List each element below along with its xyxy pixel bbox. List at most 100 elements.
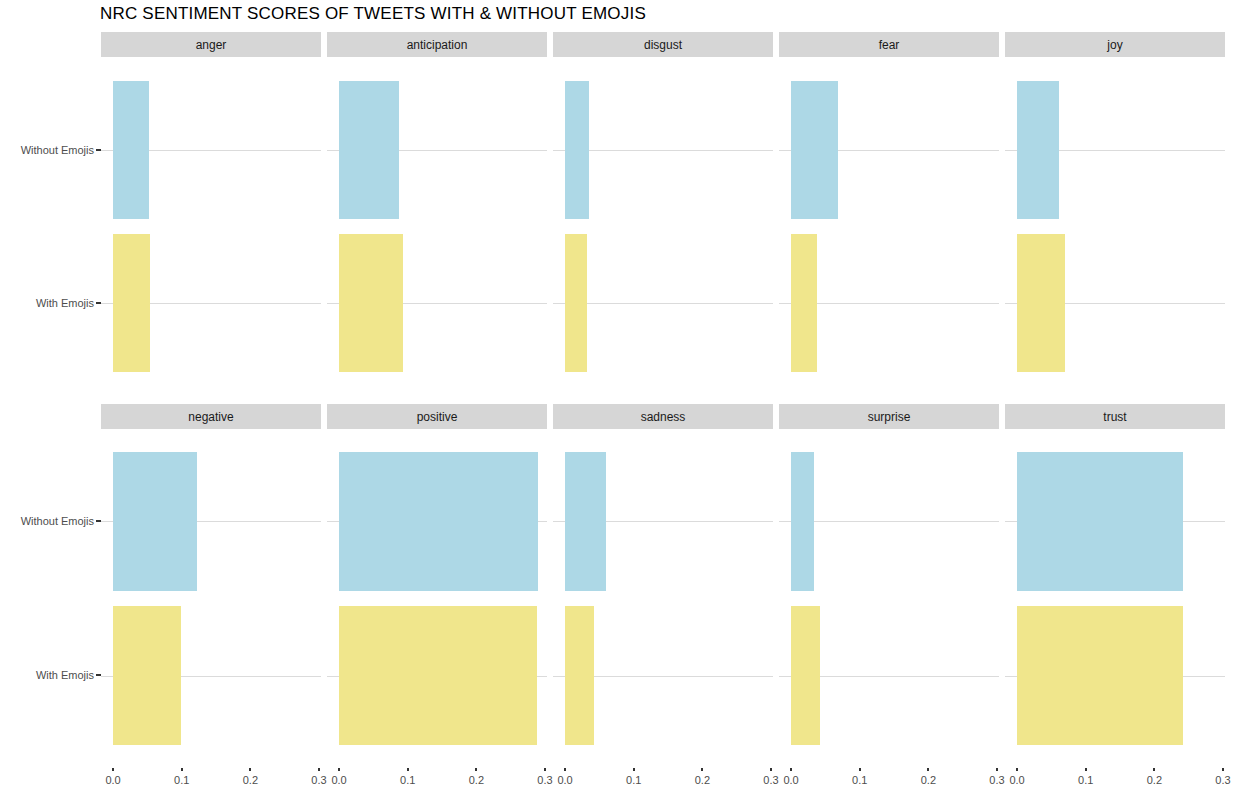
- y-axis-label-without-emojis: Without Emojis: [2, 515, 94, 527]
- facet-strip-surprise: surprise: [779, 404, 999, 429]
- x-tick-mark: [859, 768, 861, 771]
- chart-title: NRC SENTIMENT SCORES OF TWEETS WITH & WI…: [100, 4, 646, 24]
- facet-strip-label: negative: [188, 410, 233, 424]
- bar-disgust-without-emojis: [565, 81, 589, 219]
- x-tick-label: 0.2: [469, 774, 484, 786]
- bar-fear-with-emojis: [791, 234, 817, 372]
- facet-panel-joy: [1005, 58, 1225, 395]
- x-tick-label: 0.3: [1215, 774, 1230, 786]
- x-tick-mark: [996, 768, 998, 771]
- bar-trust-without-emojis: [1017, 452, 1182, 591]
- facet-strip-label: anticipation: [407, 38, 468, 52]
- bar-surprise-without-emojis: [791, 452, 814, 591]
- x-tick-label: 0.3: [537, 774, 552, 786]
- x-tick-mark: [112, 768, 114, 771]
- facet-panel-surprise: [779, 429, 999, 768]
- bar-negative-without-emojis: [113, 452, 197, 591]
- x-tick-mark: [633, 768, 635, 771]
- bar-disgust-with-emojis: [565, 234, 587, 372]
- x-tick-label: 0.1: [852, 774, 867, 786]
- x-tick-label: 0.0: [1009, 774, 1024, 786]
- bar-joy-without-emojis: [1017, 81, 1059, 219]
- x-tick-mark: [544, 768, 546, 771]
- facet-strip-label: trust: [1103, 410, 1126, 424]
- x-axis-column-5: 0.0 0.1 0.2 0.3: [1005, 768, 1225, 790]
- x-axis-column-3: 0.0 0.1 0.2 0.3: [553, 768, 773, 790]
- bar-trust-with-emojis: [1017, 606, 1183, 745]
- x-tick-mark: [1153, 768, 1155, 771]
- x-tick-label: 0.0: [783, 774, 798, 786]
- x-tick-mark: [338, 768, 340, 771]
- facet-strip-joy: joy: [1005, 32, 1225, 57]
- facet-panel-sadness: [553, 429, 773, 768]
- x-tick-mark: [790, 768, 792, 771]
- facet-strip-disgust: disgust: [553, 32, 773, 57]
- x-tick-label: 0.2: [243, 774, 258, 786]
- facet-strip-fear: fear: [779, 32, 999, 57]
- facet-panel-disgust: [553, 58, 773, 395]
- facet-panel-trust: [1005, 429, 1225, 768]
- facet-strip-label: disgust: [644, 38, 682, 52]
- bar-sadness-with-emojis: [565, 606, 594, 745]
- facet-strip-trust: trust: [1005, 404, 1225, 429]
- facet-strip-label: surprise: [868, 410, 911, 424]
- x-tick-label: 0.1: [400, 774, 415, 786]
- facet-panel-negative: [101, 429, 321, 768]
- x-tick-label: 0.0: [105, 774, 120, 786]
- x-tick-mark: [1016, 768, 1018, 771]
- bar-positive-without-emojis: [339, 452, 538, 591]
- bar-anticipation-without-emojis: [339, 81, 399, 219]
- y-axis-label-with-emojis: With Emojis: [2, 669, 94, 681]
- y-tick-mark: [96, 302, 101, 304]
- x-tick-mark: [1222, 768, 1224, 771]
- facet-strip-anger: anger: [101, 32, 321, 57]
- x-tick-label: 0.1: [626, 774, 641, 786]
- facet-strip-label: sadness: [641, 410, 686, 424]
- bar-positive-with-emojis: [339, 606, 537, 745]
- facet-strip-sadness: sadness: [553, 404, 773, 429]
- x-tick-label: 0.2: [1147, 774, 1162, 786]
- bar-anger-without-emojis: [113, 81, 149, 219]
- x-tick-mark: [407, 768, 409, 771]
- x-tick-label: 0.0: [557, 774, 572, 786]
- x-tick-mark: [475, 768, 477, 771]
- y-tick-mark: [96, 149, 101, 151]
- y-axis-label-with-emojis: With Emojis: [2, 297, 94, 309]
- x-tick-label: 0.3: [763, 774, 778, 786]
- x-axis-column-4: 0.0 0.1 0.2 0.3: [779, 768, 999, 790]
- chart-root: NRC SENTIMENT SCORES OF TWEETS WITH & WI…: [0, 0, 1234, 794]
- x-tick-mark: [927, 768, 929, 771]
- facet-strip-negative: negative: [101, 404, 321, 429]
- bar-sadness-without-emojis: [565, 452, 606, 591]
- x-tick-label: 0.1: [174, 774, 189, 786]
- x-tick-mark: [701, 768, 703, 771]
- x-tick-mark: [770, 768, 772, 771]
- facet-panel-positive: [327, 429, 547, 768]
- x-tick-mark: [564, 768, 566, 771]
- bar-anger-with-emojis: [113, 234, 150, 372]
- x-tick-label: 0.0: [331, 774, 346, 786]
- facet-panel-anticipation: [327, 58, 547, 395]
- x-tick-label: 0.3: [989, 774, 1004, 786]
- x-tick-mark: [1085, 768, 1087, 771]
- facet-strip-anticipation: anticipation: [327, 32, 547, 57]
- facet-panel-anger: [101, 58, 321, 395]
- facet-panel-fear: [779, 58, 999, 395]
- facet-strip-positive: positive: [327, 404, 547, 429]
- facet-strip-label: positive: [417, 410, 458, 424]
- x-tick-label: 0.3: [311, 774, 326, 786]
- facet-strip-label: fear: [879, 38, 900, 52]
- x-tick-mark: [318, 768, 320, 771]
- y-axis-label-without-emojis: Without Emojis: [2, 144, 94, 156]
- y-tick-mark: [96, 520, 101, 522]
- bar-anticipation-with-emojis: [339, 234, 403, 372]
- x-tick-label: 0.2: [695, 774, 710, 786]
- x-axis-column-2: 0.0 0.1 0.2 0.3: [327, 768, 547, 790]
- y-tick-mark: [96, 674, 101, 676]
- x-tick-label: 0.1: [1078, 774, 1093, 786]
- facet-strip-label: joy: [1107, 38, 1122, 52]
- bar-surprise-with-emojis: [791, 606, 820, 745]
- bar-joy-with-emojis: [1017, 234, 1065, 372]
- bar-negative-with-emojis: [113, 606, 181, 745]
- x-tick-mark: [181, 768, 183, 771]
